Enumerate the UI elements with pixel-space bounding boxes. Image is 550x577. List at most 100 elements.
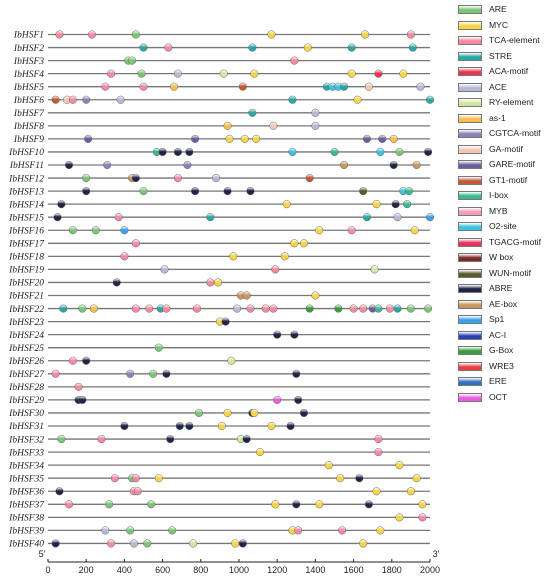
legend-label: W box (489, 252, 514, 262)
motif-marker-ae-box (242, 291, 251, 300)
motif-marker-o2-site (288, 147, 297, 156)
motif-marker-are (406, 304, 415, 313)
legend-item: G-Box (458, 344, 548, 360)
motif-marker-tca-element (246, 304, 255, 313)
motif-marker-abre (242, 435, 251, 444)
three-prime-label: 3' (433, 549, 440, 559)
motif-marker-are (143, 539, 152, 548)
gene-row-IbHSF35: IbHSF35 (8, 474, 430, 484)
motif-marker-as-1 (223, 121, 232, 130)
legend-item: GT1-motif (458, 174, 548, 190)
gene-label: IbHSF19 (8, 266, 44, 276)
motif-marker-stre (393, 304, 402, 313)
motif-marker-ry-element (219, 69, 228, 78)
legend-label: ARE (489, 4, 507, 14)
motif-marker-abre (53, 213, 62, 222)
motif-marker-abre (82, 356, 91, 365)
motif-marker-abre (290, 330, 299, 339)
gene-row-IbHSF30: IbHSF30 (8, 409, 430, 419)
axis-tick-label: 1000 (229, 565, 249, 575)
legend-label: TCA-element (489, 35, 540, 45)
motif-marker-ace (160, 265, 169, 274)
motif-marker-are (154, 343, 163, 352)
gene-label: IbHSF7 (13, 109, 45, 119)
legend-label: AE-box (489, 298, 518, 309)
gene-label: IbHSF17 (8, 240, 45, 250)
legend-swatch (458, 253, 482, 262)
motif-marker-stre (139, 43, 148, 52)
motif-marker-abre (57, 200, 66, 209)
motif-marker-myc (267, 30, 276, 39)
legend-item: W box (458, 251, 548, 267)
motif-marker-stre (408, 43, 417, 52)
legend-label: WUN-motif (489, 267, 532, 278)
gene-label: IbHSF21 (8, 292, 44, 302)
motif-marker-are (194, 408, 203, 418)
axis-tick-label: 1800 (382, 565, 402, 575)
motif-marker-abre (131, 174, 140, 183)
legend-swatch (458, 5, 482, 14)
motif-marker-tca-element (406, 30, 415, 39)
gene-label: IbHSF32 (8, 435, 44, 445)
motif-marker-ace (173, 69, 182, 78)
motif-marker-cgtca-motif (183, 160, 192, 170)
motif-marker-are (424, 304, 433, 313)
motif-marker-ae-box (340, 160, 349, 170)
gene-label: IbHSF5 (13, 83, 44, 93)
gene-row-IbHSF26: IbHSF26 (8, 357, 430, 367)
gene-label: IbHSF26 (8, 357, 44, 367)
motif-marker-ace (311, 121, 320, 130)
legend-swatch (458, 51, 482, 61)
legend-label: WRE3 (489, 360, 514, 371)
motif-marker-wun-motif (359, 187, 368, 196)
legend-swatch (458, 299, 482, 309)
motif-marker-tca-element (338, 526, 347, 535)
legend-item: TGACG-motif (458, 236, 548, 252)
motif-marker-myc (290, 239, 299, 248)
motif-marker-tca-element (290, 56, 299, 65)
gene-label: IbHSF15 (8, 213, 44, 223)
motif-marker-o2-site (376, 147, 385, 156)
gene-row-IbHSF36: IbHSF36 (8, 487, 430, 497)
legend-swatch (458, 361, 482, 371)
motif-marker-abre (51, 539, 60, 548)
motif-marker-are (126, 526, 135, 535)
motif-marker-myc (267, 421, 276, 431)
motif-marker-myc (395, 513, 404, 522)
legend-label: O2-site (489, 221, 517, 231)
motif-marker-tca-element (192, 304, 202, 313)
gene-label: IbHSF25 (8, 344, 44, 354)
gene-label: IbHSF31 (8, 422, 44, 432)
legend-item: CGTCA-motif (458, 127, 548, 143)
motif-marker-cgtca-motif (126, 369, 135, 378)
motif-marker-tca-element (68, 356, 77, 365)
motif-marker-abre (273, 330, 282, 339)
motif-marker-tca-element (374, 435, 383, 444)
legend-label: STRE (489, 50, 512, 61)
axis-tick-label: 1400 (305, 565, 325, 575)
motif-marker-tca-element (418, 513, 427, 522)
motif-marker-tca-element (162, 304, 171, 313)
motif-marker-myc (412, 474, 421, 483)
gene-label: IbHSF37 (8, 501, 45, 511)
motif-marker-abre (185, 147, 194, 156)
gene-row-IbHSF34: IbHSF34 (8, 461, 430, 471)
motif-marker-abre (223, 187, 232, 196)
motif-marker-tca-element (294, 526, 303, 535)
gene-row-IbHSF10: IbHSF10 (8, 148, 430, 158)
motif-marker-tca-element (374, 448, 383, 457)
legend-swatch (458, 330, 482, 340)
motif-marker-abre (158, 147, 167, 156)
motif-marker-abre (112, 278, 121, 287)
motif-marker-myc (229, 252, 238, 261)
gene-label: IbHSF2 (13, 44, 44, 54)
legend-item: as-1 (458, 112, 548, 128)
motif-marker-ga-motif (364, 82, 373, 91)
motif-marker-tca-element (120, 252, 129, 261)
motif-marker-gare-motif (378, 134, 387, 143)
motif-marker-myc (280, 252, 289, 261)
axis-tick-label: 600 (155, 565, 170, 575)
legend-item: MYB (458, 205, 548, 221)
gene-row-IbHSF39: IbHSF39 (8, 527, 430, 537)
motif-marker-stre (206, 213, 215, 222)
